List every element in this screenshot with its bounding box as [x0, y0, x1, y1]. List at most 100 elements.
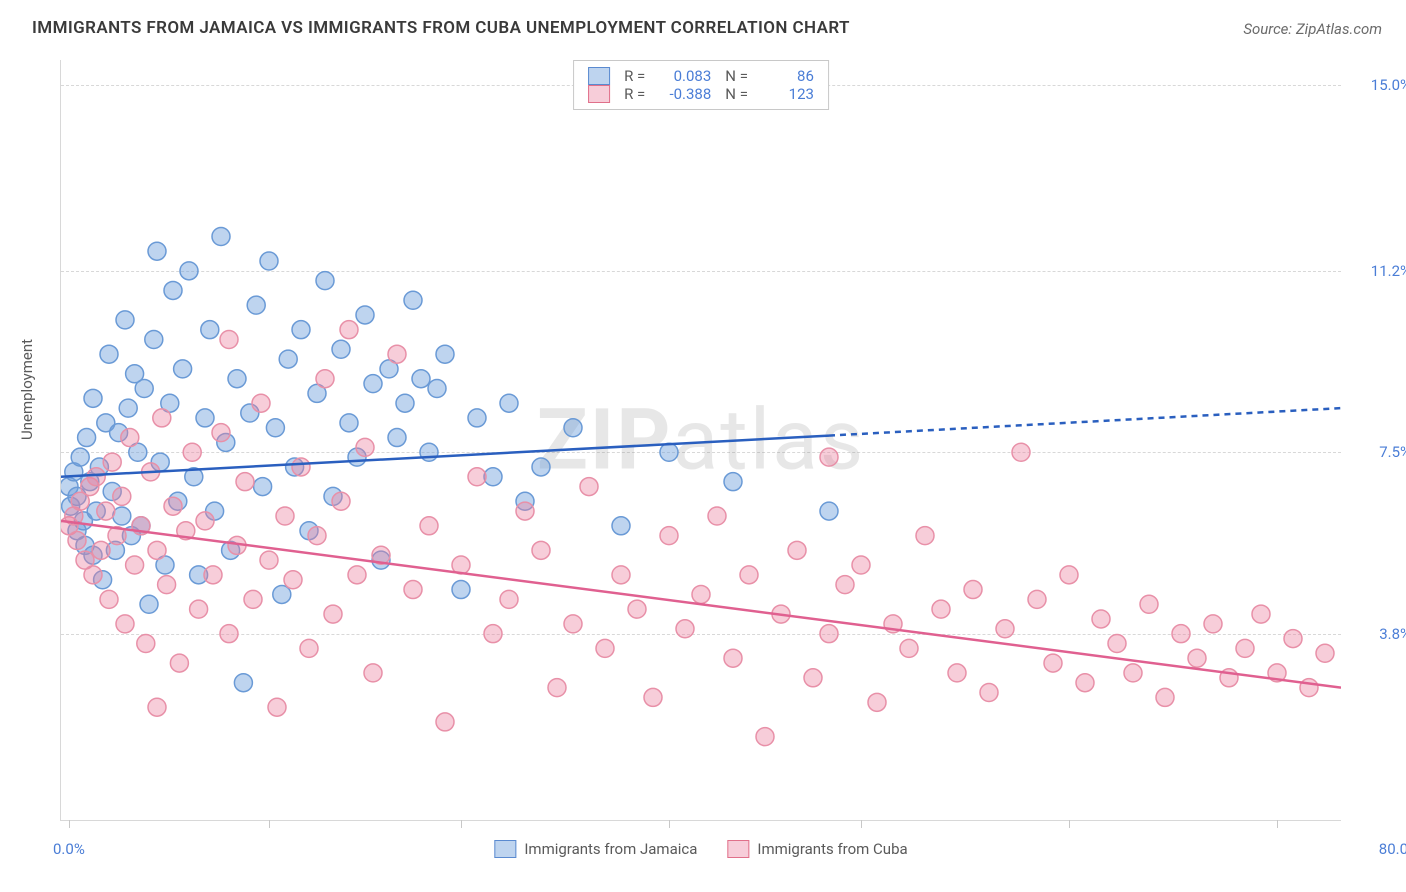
- data-point: [174, 360, 192, 378]
- swatch-blue-icon: [588, 67, 610, 85]
- data-point: [996, 620, 1014, 638]
- x-tick: [69, 820, 70, 828]
- y-tick-label: 3.8%: [1351, 625, 1406, 643]
- r-label: R =: [624, 67, 645, 85]
- data-point: [1012, 443, 1030, 461]
- data-point: [183, 443, 201, 461]
- data-point: [948, 664, 966, 682]
- x-axis-max: 80.0%: [1379, 840, 1406, 858]
- source-name: ZipAtlas.com: [1296, 20, 1382, 38]
- swatch-pink-icon: [588, 85, 610, 103]
- x-tick: [861, 820, 862, 828]
- data-point: [292, 458, 310, 476]
- data-point: [260, 551, 278, 569]
- data-point: [190, 600, 208, 618]
- data-point: [244, 590, 262, 608]
- data-point: [196, 409, 214, 427]
- trend-line-extrapolated: [829, 408, 1341, 435]
- swatch-pink-icon: [727, 840, 749, 858]
- x-tick: [269, 820, 270, 828]
- data-point: [388, 429, 406, 447]
- data-point: [254, 478, 272, 496]
- legend-item-cuba: Immigrants from Cuba: [727, 840, 907, 858]
- data-point: [820, 625, 838, 643]
- data-point: [1284, 630, 1302, 648]
- data-point: [396, 394, 414, 412]
- series-legend: Immigrants from Jamaica Immigrants from …: [494, 840, 907, 858]
- data-point: [412, 370, 430, 388]
- data-point: [900, 639, 918, 657]
- trend-line: [61, 436, 829, 477]
- data-point: [87, 468, 105, 486]
- legend-label-jamaica: Immigrants from Jamaica: [524, 840, 697, 858]
- n-label: N =: [725, 67, 748, 85]
- data-point: [332, 492, 350, 510]
- data-point: [1252, 605, 1270, 623]
- data-point: [121, 429, 139, 447]
- y-axis-label: Unemployment: [18, 339, 36, 440]
- data-point: [596, 639, 614, 657]
- data-point: [170, 654, 188, 672]
- data-point: [247, 296, 265, 314]
- data-point: [1140, 595, 1158, 613]
- data-point: [1316, 644, 1334, 662]
- y-tick-label: 11.2%: [1351, 262, 1406, 280]
- data-point: [220, 625, 238, 643]
- data-point: [236, 473, 254, 491]
- chart-title: IMMIGRANTS FROM JAMAICA VS IMMIGRANTS FR…: [32, 18, 850, 38]
- source-attribution: Source: ZipAtlas.com: [1243, 19, 1382, 38]
- data-point: [428, 380, 446, 398]
- data-point: [324, 605, 342, 623]
- data-point: [212, 228, 230, 246]
- data-point: [548, 679, 566, 697]
- data-point: [260, 252, 278, 270]
- data-point: [436, 713, 454, 731]
- data-point: [364, 664, 382, 682]
- data-point: [1092, 610, 1110, 628]
- legend-row-jamaica: R = 0.083 N = 86: [588, 67, 814, 85]
- data-point: [212, 424, 230, 442]
- data-point: [852, 556, 870, 574]
- data-point: [388, 345, 406, 363]
- data-point: [932, 600, 950, 618]
- data-point: [340, 414, 358, 432]
- data-point: [452, 581, 470, 599]
- data-point: [153, 409, 171, 427]
- data-point: [660, 443, 678, 461]
- data-point: [201, 321, 219, 339]
- data-point: [300, 639, 318, 657]
- data-point: [1044, 654, 1062, 672]
- data-point: [612, 566, 630, 584]
- data-point: [164, 281, 182, 299]
- data-point: [140, 595, 158, 613]
- data-point: [119, 399, 137, 417]
- data-point: [148, 698, 166, 716]
- source-label: Source:: [1243, 20, 1292, 38]
- data-point: [484, 625, 502, 643]
- data-point: [148, 541, 166, 559]
- y-tick-label: 15.0%: [1351, 76, 1406, 94]
- data-point: [1124, 664, 1142, 682]
- data-point: [468, 409, 486, 427]
- data-point: [820, 448, 838, 466]
- data-point: [145, 330, 163, 348]
- data-point: [1172, 625, 1190, 643]
- data-point: [92, 541, 110, 559]
- data-point: [660, 527, 678, 545]
- data-point: [78, 429, 96, 447]
- data-point: [284, 571, 302, 589]
- swatch-blue-icon: [494, 840, 516, 858]
- data-point: [756, 728, 774, 746]
- data-point: [137, 634, 155, 652]
- data-point: [676, 620, 694, 638]
- data-point: [868, 693, 886, 711]
- x-axis-min: 0.0%: [53, 840, 85, 858]
- data-point: [964, 581, 982, 599]
- legend-label-cuba: Immigrants from Cuba: [757, 840, 907, 858]
- data-point: [804, 669, 822, 687]
- data-point: [1188, 649, 1206, 667]
- data-point: [113, 487, 131, 505]
- data-point: [580, 478, 598, 496]
- data-point: [420, 517, 438, 535]
- data-point: [404, 581, 422, 599]
